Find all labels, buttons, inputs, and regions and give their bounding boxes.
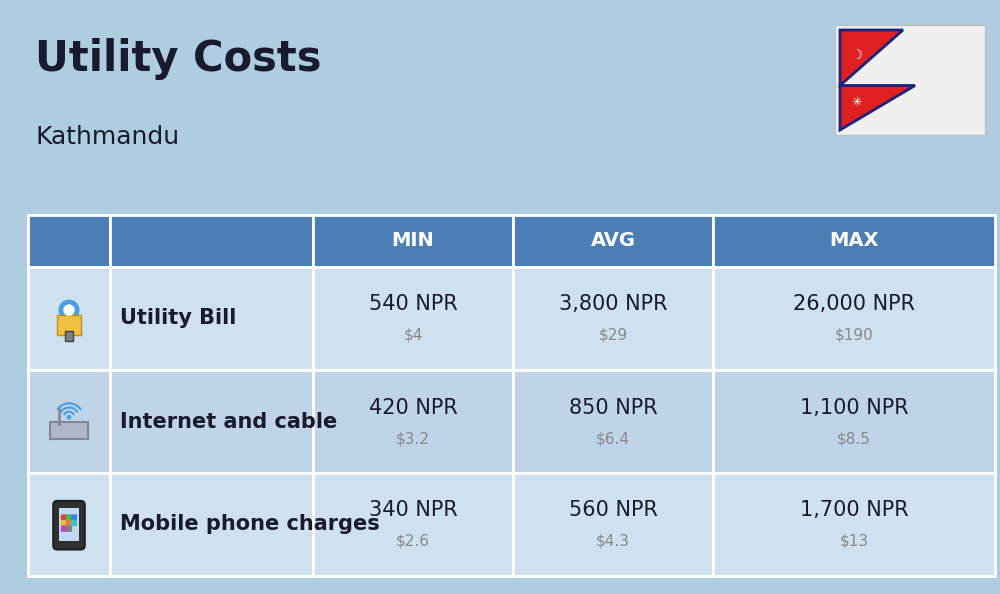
FancyBboxPatch shape — [313, 267, 513, 370]
Text: Kathmandu: Kathmandu — [35, 125, 179, 149]
FancyBboxPatch shape — [110, 267, 313, 370]
FancyBboxPatch shape — [110, 473, 313, 576]
FancyBboxPatch shape — [28, 370, 110, 473]
Text: $190: $190 — [835, 328, 873, 343]
FancyBboxPatch shape — [313, 215, 513, 267]
FancyBboxPatch shape — [50, 422, 88, 439]
Circle shape — [67, 416, 71, 419]
Text: 340 NPR: 340 NPR — [369, 501, 457, 520]
Text: 560 NPR: 560 NPR — [569, 501, 657, 520]
FancyBboxPatch shape — [66, 514, 72, 520]
FancyBboxPatch shape — [71, 514, 77, 520]
Text: $13: $13 — [839, 534, 869, 549]
FancyBboxPatch shape — [28, 215, 110, 267]
Text: MAX: MAX — [829, 232, 879, 251]
FancyBboxPatch shape — [713, 215, 995, 267]
Circle shape — [64, 305, 74, 315]
Text: Mobile phone charges: Mobile phone charges — [120, 514, 380, 535]
Circle shape — [59, 301, 79, 320]
Text: ☽: ☽ — [851, 49, 863, 62]
FancyBboxPatch shape — [713, 370, 995, 473]
FancyBboxPatch shape — [66, 520, 72, 526]
FancyBboxPatch shape — [513, 215, 713, 267]
FancyBboxPatch shape — [313, 370, 513, 473]
Text: Internet and cable: Internet and cable — [120, 412, 337, 431]
FancyBboxPatch shape — [835, 25, 985, 135]
FancyBboxPatch shape — [28, 473, 110, 576]
FancyBboxPatch shape — [110, 215, 313, 267]
Text: MIN: MIN — [392, 232, 434, 251]
FancyBboxPatch shape — [65, 331, 73, 340]
Text: 3,800 NPR: 3,800 NPR — [559, 295, 667, 314]
Text: 1,700 NPR: 1,700 NPR — [800, 501, 908, 520]
Text: $29: $29 — [598, 328, 628, 343]
FancyBboxPatch shape — [61, 520, 67, 526]
Text: AVG: AVG — [590, 232, 636, 251]
FancyBboxPatch shape — [513, 370, 713, 473]
FancyBboxPatch shape — [513, 473, 713, 576]
FancyBboxPatch shape — [713, 473, 995, 576]
FancyBboxPatch shape — [71, 520, 77, 526]
Text: ✳: ✳ — [852, 96, 862, 109]
FancyBboxPatch shape — [59, 508, 79, 541]
Text: 1,100 NPR: 1,100 NPR — [800, 397, 908, 418]
Text: $3.2: $3.2 — [396, 431, 430, 446]
Text: $4: $4 — [403, 328, 423, 343]
FancyBboxPatch shape — [66, 526, 72, 532]
Polygon shape — [840, 86, 915, 130]
FancyBboxPatch shape — [513, 267, 713, 370]
FancyBboxPatch shape — [53, 501, 85, 549]
FancyBboxPatch shape — [57, 315, 81, 334]
Text: $2.6: $2.6 — [396, 534, 430, 549]
Text: 420 NPR: 420 NPR — [369, 397, 457, 418]
FancyBboxPatch shape — [28, 267, 110, 370]
FancyBboxPatch shape — [313, 473, 513, 576]
Text: $6.4: $6.4 — [596, 431, 630, 446]
Text: $8.5: $8.5 — [837, 431, 871, 446]
FancyBboxPatch shape — [110, 370, 313, 473]
FancyBboxPatch shape — [713, 267, 995, 370]
Text: 850 NPR: 850 NPR — [569, 397, 657, 418]
FancyBboxPatch shape — [61, 514, 67, 520]
Text: Utility Costs: Utility Costs — [35, 38, 322, 80]
Text: Utility Bill: Utility Bill — [120, 308, 236, 328]
Polygon shape — [840, 30, 903, 86]
Text: 26,000 NPR: 26,000 NPR — [793, 295, 915, 314]
Text: 540 NPR: 540 NPR — [369, 295, 457, 314]
FancyBboxPatch shape — [61, 526, 67, 532]
Text: $4.3: $4.3 — [596, 534, 630, 549]
